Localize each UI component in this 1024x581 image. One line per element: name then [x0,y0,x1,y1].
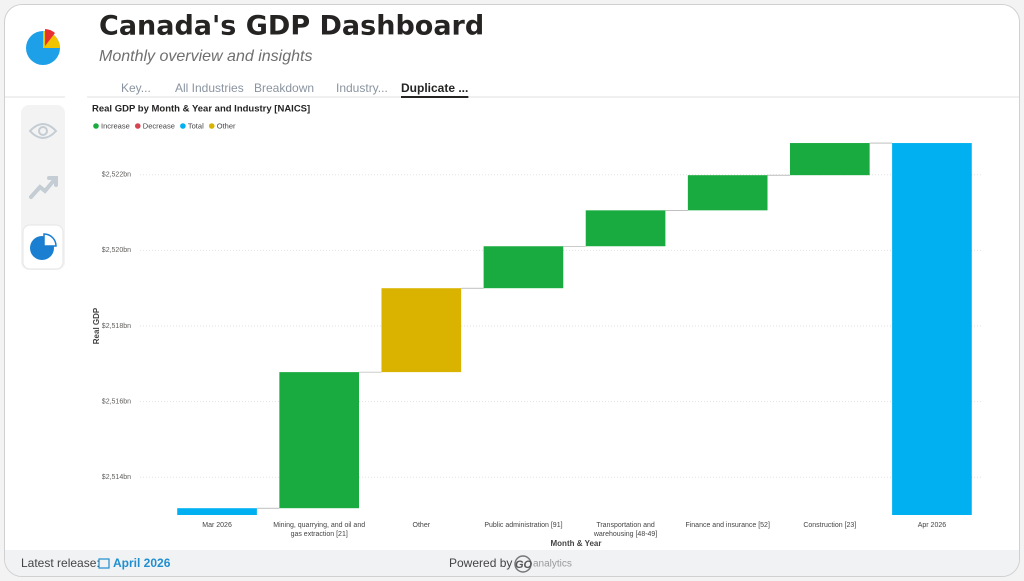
legend-label: Other [217,121,236,130]
x-tick-label: Mar 2026 [202,522,232,529]
legend-swatch [180,123,186,129]
calendar-icon [98,558,110,569]
release-label: Latest release: [21,556,100,570]
tab[interactable]: Key... [121,81,151,95]
y-tick-label: $2,514bn [102,474,131,481]
bar [483,246,564,289]
dashboard: Canada's GDP Dashboard Monthly overview … [4,4,1020,577]
y-tick-label: $2,518bn [102,323,131,330]
y-axis-title: Real GDP [92,307,101,344]
x-tick-label: Public administration [91] [484,522,562,529]
tab[interactable]: Duplicate ... [401,81,468,95]
x-axis-title: Month & Year [551,539,602,548]
x-tick-label: Construction [23] [803,522,856,529]
tab[interactable]: Industry... [336,81,388,95]
bar [279,372,360,509]
title: Canada's GDP Dashboard [99,11,484,42]
canvas: Canada's GDP Dashboard Monthly overview … [5,11,1019,576]
legend-swatch [93,123,99,129]
nav-pie [30,233,57,260]
x-tick-label: Apr 2026 [918,522,947,529]
footer [5,550,1019,576]
release-value[interactable]: April 2026 [113,556,171,570]
x-tick-label: Mining, quarrying, and oil and gas extrac… [273,522,365,538]
brand-mark: GO [515,559,533,571]
bar [892,143,972,515]
tab[interactable]: Breakdown [254,81,314,95]
bar [789,143,870,176]
brand-name: analytics [533,559,572,570]
x-tick-label: Other [413,522,431,529]
legend-label: Total [188,121,204,130]
bar [585,210,666,247]
legend-label: Increase [101,121,130,130]
y-tick-label: $2,522bn [102,172,131,179]
app-logo [26,29,60,65]
bar [687,175,768,211]
powered-by: Powered by [449,556,512,570]
legend-swatch [134,123,141,129]
y-tick-label: $2,516bn [102,398,131,405]
legend-swatch [208,123,215,129]
subtitle: Monthly overview and insights [99,48,312,65]
tab[interactable]: All Industries [175,81,244,95]
nav-trend[interactable] [29,176,58,199]
x-tick-label: Transportation and warehousing [48-49] [593,522,657,538]
y-tick-label: $2,520bn [102,247,131,254]
x-tick-label: Finance and insurance [52] [685,522,769,529]
bar [177,508,257,515]
chart-title: Real GDP by Month & Year and Industry [N… [92,104,310,115]
brand-icon [514,555,532,573]
nav-eye[interactable] [28,123,58,139]
bar [381,288,462,373]
legend-label: Decrease [143,121,175,130]
